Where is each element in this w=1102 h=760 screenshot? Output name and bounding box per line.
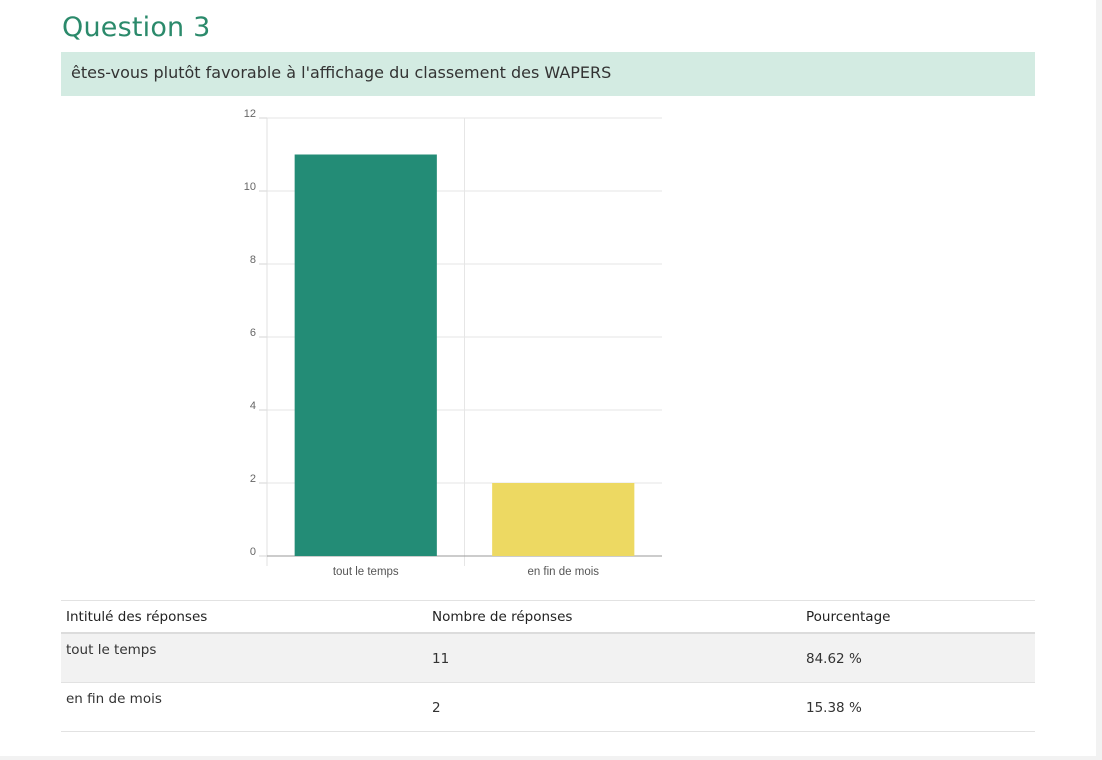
question-title: Question 3 bbox=[62, 12, 211, 43]
y-tick-label: 12 bbox=[244, 108, 256, 120]
bar-2 bbox=[492, 483, 635, 556]
table-header-row: Intitulé des réponses Nombre de réponses… bbox=[61, 600, 1035, 634]
response-count-cell: 2 bbox=[427, 682, 801, 732]
x-tick-label: tout le temps bbox=[333, 566, 399, 578]
y-tick-label: 8 bbox=[250, 254, 256, 266]
table-row: tout le temps 11 84.62 % bbox=[61, 633, 1035, 683]
answer-label: tout le temps bbox=[66, 642, 157, 658]
x-tick-label: en fin de mois bbox=[527, 566, 599, 578]
response-count: 2 bbox=[432, 700, 441, 716]
header-response-count: Nombre de réponses bbox=[427, 600, 801, 634]
percentage: 15.38 % bbox=[806, 700, 862, 716]
table-row: en fin de mois 2 15.38 % bbox=[61, 682, 1035, 732]
y-tick-label: 4 bbox=[250, 400, 256, 412]
bar-1 bbox=[294, 154, 437, 556]
response-count: 11 bbox=[432, 651, 450, 667]
response-count-cell: 11 bbox=[427, 633, 801, 683]
y-tick-label: 10 bbox=[244, 181, 256, 193]
header-percentage: Pourcentage bbox=[801, 600, 1035, 634]
percentage-cell: 15.38 % bbox=[801, 682, 1035, 732]
question-text: êtes-vous plutôt favorable à l'affichage… bbox=[61, 52, 1035, 96]
y-tick-label: 6 bbox=[250, 327, 256, 339]
answer-label-cell: tout le temps bbox=[61, 633, 427, 683]
answer-label: en fin de mois bbox=[66, 691, 162, 707]
y-tick-label: 2 bbox=[250, 473, 256, 485]
y-tick-label: 0 bbox=[250, 546, 256, 558]
bar-chart: 0 2 4 6 8 10 12 tout le temps en fin de mois bbox=[244, 108, 662, 578]
responses-table: Intitulé des réponses Nombre de réponses… bbox=[61, 600, 1035, 732]
percentage: 84.62 % bbox=[806, 651, 862, 667]
answer-label-cell: en fin de mois bbox=[61, 682, 427, 732]
percentage-cell: 84.62 % bbox=[801, 633, 1035, 683]
header-answer-label: Intitulé des réponses bbox=[61, 600, 427, 634]
